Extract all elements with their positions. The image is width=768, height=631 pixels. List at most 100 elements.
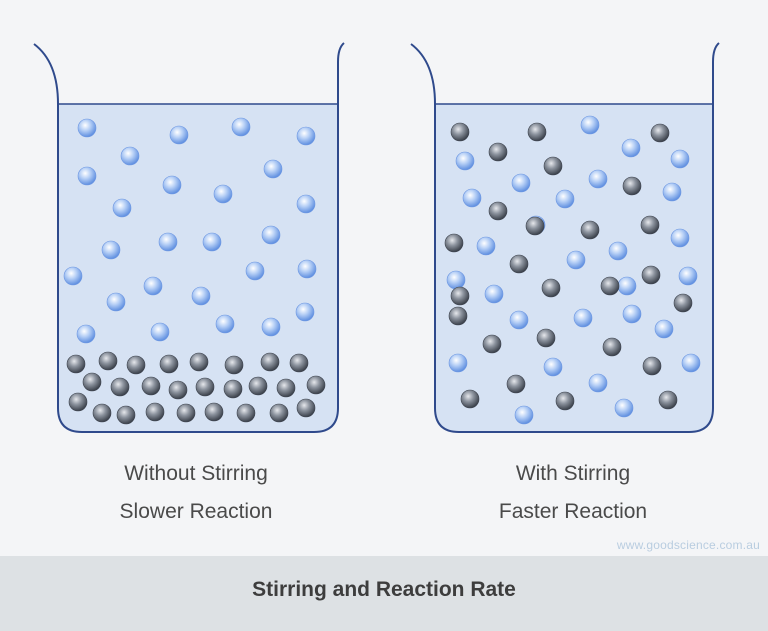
blue-particle [106, 292, 126, 312]
grey-particle [640, 215, 660, 235]
blue-particle [150, 322, 170, 342]
caption-left: Without Stirring Slower Reaction [46, 455, 346, 531]
blue-particle [76, 324, 96, 344]
beaker-left-outline [33, 42, 345, 433]
beaker-right-outline [410, 42, 720, 433]
blue-particle [295, 302, 315, 322]
blue-particle [573, 308, 593, 328]
blue-particle [566, 250, 586, 270]
grey-particle [673, 293, 693, 313]
grey-particle [189, 352, 209, 372]
grey-particle [509, 254, 529, 274]
blue-particle [143, 276, 163, 296]
grey-particle [141, 376, 161, 396]
grey-particle [204, 402, 224, 422]
blue-particle [112, 198, 132, 218]
blue-particle [654, 319, 674, 339]
blue-particle [231, 117, 251, 137]
blue-particle [202, 232, 222, 252]
blue-particle [77, 118, 97, 138]
grey-particle [159, 354, 179, 374]
blue-particle [608, 241, 628, 261]
grey-particle [260, 352, 280, 372]
blue-particle [462, 188, 482, 208]
blue-particle [678, 266, 698, 286]
caption-left-line2: Slower Reaction [119, 500, 273, 523]
grey-particle [223, 379, 243, 399]
blue-particle [580, 115, 600, 135]
grey-particle [450, 286, 470, 306]
grey-particle [145, 402, 165, 422]
blue-particle [511, 173, 531, 193]
blue-particle [101, 240, 121, 260]
grey-particle [66, 354, 86, 374]
caption-right-line2: Faster Reaction [498, 500, 648, 523]
grey-particle [602, 337, 622, 357]
blue-particle [63, 266, 83, 286]
blue-particle [622, 304, 642, 324]
grey-particle [176, 403, 196, 423]
blue-particle [681, 353, 701, 373]
blue-particle [455, 151, 475, 171]
blue-particle [296, 126, 316, 146]
blue-particle [514, 405, 534, 425]
blue-particle [543, 357, 563, 377]
grey-particle [543, 156, 563, 176]
blue-particle [263, 159, 283, 179]
grey-particle [488, 142, 508, 162]
caption-right-line1: With Stirring [515, 462, 631, 485]
beaker-left [33, 42, 345, 433]
grey-particle [482, 334, 502, 354]
grey-particle [506, 374, 526, 394]
watermark: www.goodscience.com.au [616, 538, 760, 552]
blue-particle [120, 146, 140, 166]
caption-left-line1: Without Stirring [124, 462, 268, 485]
grey-particle [541, 278, 561, 298]
grey-particle [168, 380, 188, 400]
grey-particle [68, 392, 88, 412]
blue-particle [77, 166, 97, 186]
grey-particle [460, 389, 480, 409]
caption-right: With Stirring Faster Reaction [423, 455, 723, 531]
footer-title: Stirring and Reaction Rate [252, 578, 516, 601]
blue-particle [670, 149, 690, 169]
particles-right [444, 115, 701, 425]
grey-particle [116, 405, 136, 425]
grey-particle [555, 391, 575, 411]
grey-particle [580, 220, 600, 240]
grey-particle [195, 377, 215, 397]
blue-particle [261, 225, 281, 245]
blue-particle [617, 276, 637, 296]
grey-particle [98, 351, 118, 371]
grey-particle [306, 375, 326, 395]
grey-particle [450, 122, 470, 142]
blue-particle [555, 189, 575, 209]
blue-particle [621, 138, 641, 158]
blue-particle [476, 236, 496, 256]
grey-particle [269, 403, 289, 423]
grey-particle [641, 265, 661, 285]
blue-particle [261, 317, 281, 337]
grey-particle [527, 122, 547, 142]
grey-particle [525, 216, 545, 236]
grey-particle [92, 403, 112, 423]
grey-particle [658, 390, 678, 410]
grey-particle [650, 123, 670, 143]
grey-particle [126, 355, 146, 375]
grey-particle [236, 403, 256, 423]
grey-particle [488, 201, 508, 221]
grey-particle [276, 378, 296, 398]
blue-particle [158, 232, 178, 252]
blue-particle [662, 182, 682, 202]
blue-particle [169, 125, 189, 145]
grey-particle [296, 398, 316, 418]
grey-particle [444, 233, 464, 253]
blue-particle [245, 261, 265, 281]
blue-particle [509, 310, 529, 330]
blue-particle [446, 270, 466, 290]
blue-particle [614, 398, 634, 418]
particles-left [63, 117, 326, 425]
grey-particle [536, 328, 556, 348]
blue-particle [588, 169, 608, 189]
footer-bar: Stirring and Reaction Rate [0, 556, 768, 631]
